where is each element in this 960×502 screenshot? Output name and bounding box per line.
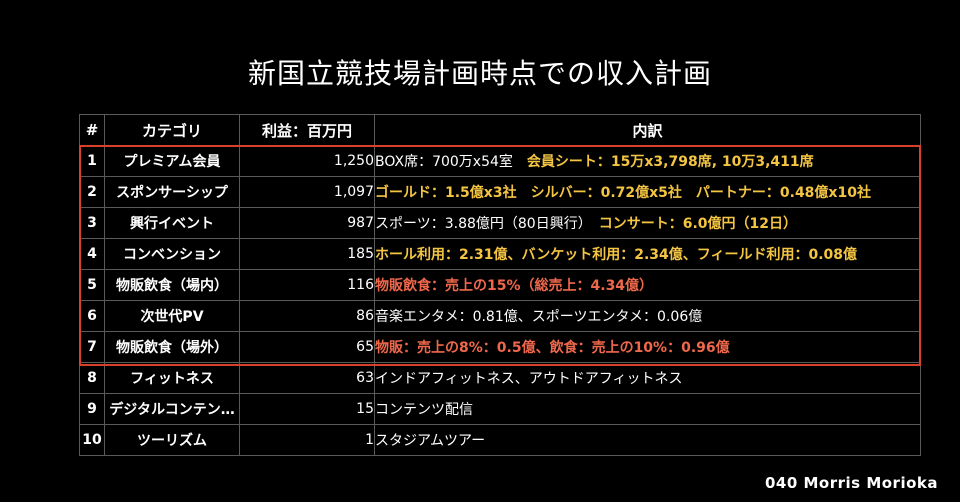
row-category: 物販飲食（場内） [104,269,240,301]
detail-yellow: コンサート：6.0億円（12日） [598,216,798,232]
row-value: 15 [239,393,375,425]
detail-yellow: ゴールド：1.5億x3社 シルバー：0.72億x5社 パートナー：0.48億x1… [375,185,871,201]
credit-label: 040 Morris Morioka [764,474,938,492]
row-number: 7 [79,331,105,363]
detail-white: コンテンツ配信 [375,402,474,418]
row-value: 86 [239,300,375,332]
detail-white: スポーツ：3.88億円（80日興行） [375,216,599,232]
table-row: 4 コンベンション 185 ホール利用：2.31億、バンケット利用：2.34億、フィー… [79,238,921,270]
detail-white: BOX席：700万x54室 [375,154,527,170]
table-row: 10 ツーリズム 1 スタジアムツアー [79,424,921,456]
row-value: 1 [239,424,375,456]
table-row: 9 デジタルコンテン… 15 コンテンツ配信 [79,393,921,425]
row-number: 10 [79,424,105,456]
row-category: プレミアム会員 [104,145,240,177]
table-row: 2 スポンサーシップ 1,097 ゴールド：1.5億x3社 シルバー：0.72億x5社… [79,176,921,208]
detail-yellow: 会員シート：15万x3,798席, 10万3,411席 [526,154,814,170]
row-number: 5 [79,269,105,301]
row-number: 2 [79,176,105,208]
detail-yellow: ホール利用：2.31億、バンケット利用：2.34億、フィールド利用：0.08億 [375,247,858,263]
row-category: デジタルコンテン… [104,393,240,425]
row-detail: 物販飲食：売上の15%（総売上：4.34億） [374,269,921,301]
row-detail: 音楽エンタメ：0.81億、スポーツエンタメ：0.06億 [374,300,921,332]
row-detail: スタジアムツアー [374,424,921,456]
slide-title: 新国立競技場計画時点での収入計画 [247,57,712,90]
table-row: 5 物販飲食（場内） 116 物販飲食：売上の15%（総売上：4.34億） [79,269,921,301]
row-number: 1 [79,145,105,177]
row-number: 3 [79,207,105,239]
row-category: コンベンション [104,238,240,270]
detail-red: 物販飲食：売上の15%（総売上：4.34億） [375,278,654,294]
row-number: 6 [79,300,105,332]
header-category: カテゴリ [104,114,240,146]
row-detail: コンテンツ配信 [374,393,921,425]
row-value: 987 [239,207,375,239]
row-detail: スポーツ：3.88億円（80日興行） コンサート：6.0億円（12日） [374,207,921,239]
revenue-table: # カテゴリ 利益：百万円 内訳 1 プレミアム会員 1,250 BOX席：700万x… [79,114,921,456]
row-detail: インドアフィットネス、アウトドアフィットネス [374,362,921,394]
row-category: 物販飲食（場外） [104,331,240,363]
header-breakdown: 内訳 [374,114,921,146]
row-detail: BOX席：700万x54室 会員シート：15万x3,798席, 10万3,411… [374,145,921,177]
table-row: 8 フィットネス 63 インドアフィットネス、アウトドアフィットネス [79,362,921,394]
detail-white: インドアフィットネス、アウトドアフィットネス [375,371,683,387]
table-header-row: # カテゴリ 利益：百万円 内訳 [79,114,921,146]
row-number: 8 [79,362,105,394]
row-number: 4 [79,238,105,270]
row-number: 9 [79,393,105,425]
row-category: ツーリズム [104,424,240,456]
row-category: 次世代PV [104,300,240,332]
row-category: 興行イベント [104,207,240,239]
row-value: 1,097 [239,176,375,208]
detail-red: 物販：売上の8%：0.5億、飲食：売上の10%：0.96億 [375,340,730,356]
row-category: フィットネス [104,362,240,394]
table-row: 3 興行イベント 987 スポーツ：3.88億円（80日興行） コンサート：6.0億円… [79,207,921,239]
table-row: 1 プレミアム会員 1,250 BOX席：700万x54室 会員シート：15万x3,7… [79,145,921,177]
table-row: 7 物販飲食（場外） 65 物販：売上の8%：0.5億、飲食：売上の10%：0.96億 [79,331,921,363]
row-category: スポンサーシップ [104,176,240,208]
row-detail: 物販：売上の8%：0.5億、飲食：売上の10%：0.96億 [374,331,921,363]
row-value: 63 [239,362,375,394]
detail-white: スタジアムツアー [375,433,486,449]
row-value: 185 [239,238,375,270]
header-num: # [79,114,105,146]
row-value: 65 [239,331,375,363]
row-value: 1,250 [239,145,375,177]
row-detail: ゴールド：1.5億x3社 シルバー：0.72億x5社 パートナー：0.48億x1… [374,176,921,208]
detail-white: 音楽エンタメ：0.81億、スポーツエンタメ：0.06億 [375,309,703,325]
row-value: 116 [239,269,375,301]
table-row: 6 次世代PV 86 音楽エンタメ：0.81億、スポーツエンタメ：0.06億 [79,300,921,332]
row-detail: ホール利用：2.31億、バンケット利用：2.34億、フィールド利用：0.08億 [374,238,921,270]
header-profit: 利益：百万円 [239,114,375,146]
